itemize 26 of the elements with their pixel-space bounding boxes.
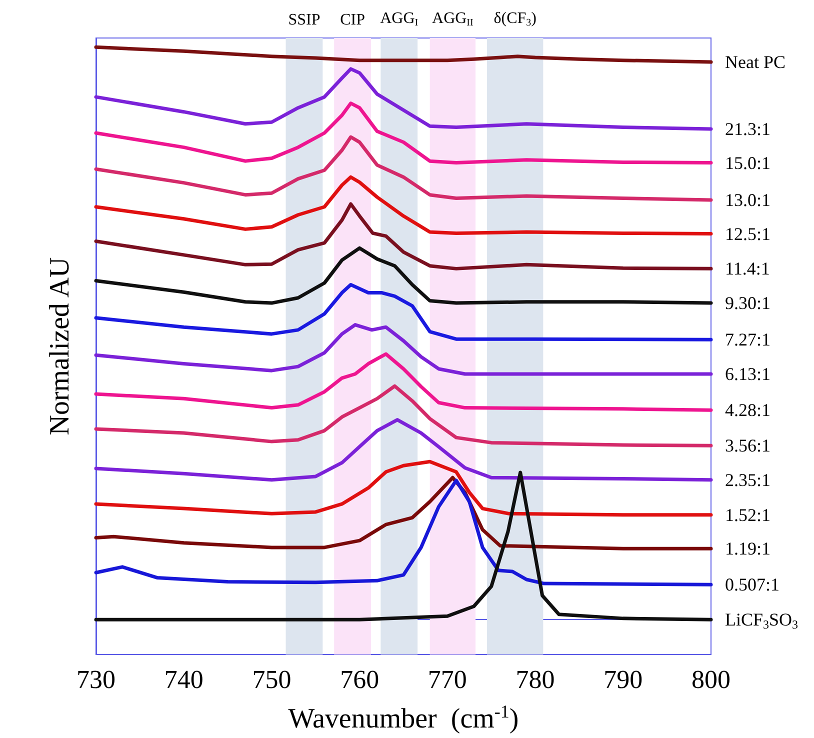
series-label: 21.3:1 <box>725 119 771 140</box>
series-label: 0.507:1 <box>725 574 780 595</box>
series-label: 4.28:1 <box>725 400 771 420</box>
x-tick-label: 740 <box>164 665 204 694</box>
series-label: 6.13:1 <box>725 364 771 384</box>
y-axis-title: Normalized AU <box>44 257 76 436</box>
series-label: 7.27:1 <box>725 330 771 350</box>
series-label: 3.56:1 <box>725 436 771 456</box>
series-label: 1.19:1 <box>725 538 771 559</box>
x-tick-label: 770 <box>428 665 467 694</box>
x-tick-label: 800 <box>692 665 730 694</box>
series-label: 1.52:1 <box>725 504 771 525</box>
x-tick-label: 760 <box>340 665 380 694</box>
x-tick-label: 780 <box>516 665 555 694</box>
series-label: Neat PC <box>725 52 786 72</box>
band-label: SSIP <box>288 12 320 28</box>
x-tick-label: 730 <box>76 665 116 694</box>
series-label: 11.4:1 <box>725 258 770 279</box>
series-label: 13.0:1 <box>725 190 771 210</box>
x-tick-label: 790 <box>604 665 643 694</box>
band-label: CIP <box>340 12 366 28</box>
series-label: 2.35:1 <box>725 470 771 490</box>
series-label: 9.30:1 <box>725 293 771 314</box>
series-label: 12.5:1 <box>725 224 771 244</box>
series-label: 15.0:1 <box>725 152 771 173</box>
x-tick-label: 750 <box>252 665 292 694</box>
